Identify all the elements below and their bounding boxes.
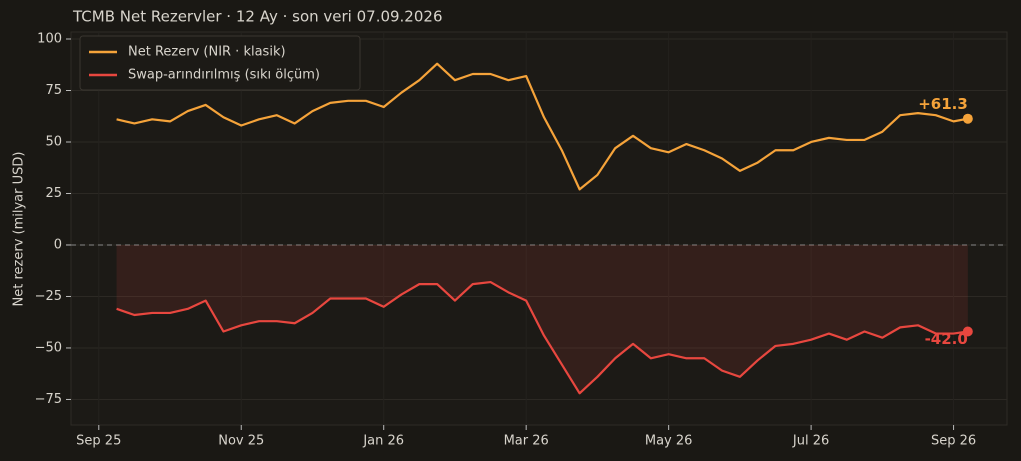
- x-tick-label: Jul 26: [792, 434, 829, 449]
- plot-area: [70, 31, 1008, 426]
- legend-label: Swap-arındırılmış (sıkı ölçüm): [128, 68, 320, 83]
- legend-label: Net Rezerv (NIR · klasik): [128, 45, 286, 60]
- area: [116, 244, 968, 394]
- x-tick-label: Jan 26: [362, 434, 404, 449]
- end-point: [962, 326, 973, 337]
- x-tick-label: Nov 25: [218, 434, 264, 449]
- y-tick-label: 75: [45, 83, 62, 98]
- y-tick-label: −75: [35, 392, 62, 407]
- line: [116, 280, 968, 395]
- y-tick-label: 25: [45, 186, 62, 201]
- y-tick-label: 50: [45, 134, 62, 149]
- line: [116, 62, 969, 191]
- x-tick-label: Mar 26: [504, 434, 549, 449]
- chart-title: TCMB Net Rezervler · 12 Ay · son veri 07…: [72, 8, 443, 26]
- x-tick-label: Sep 26: [931, 434, 976, 449]
- value-label: -42.0: [925, 330, 968, 348]
- y-tick-label: 100: [37, 32, 62, 47]
- y-tick-label: −25: [35, 289, 62, 304]
- x-tick-label: May 26: [645, 434, 693, 449]
- legend-box: [79, 35, 361, 91]
- y-tick-label: 0: [54, 237, 62, 252]
- x-tick-label: Sep 25: [76, 434, 121, 449]
- y-axis-label: Net rezerv (milyar USD): [12, 152, 27, 307]
- end-point: [962, 113, 973, 124]
- y-tick-label: −50: [35, 340, 62, 355]
- value-label: +61.3: [918, 95, 968, 113]
